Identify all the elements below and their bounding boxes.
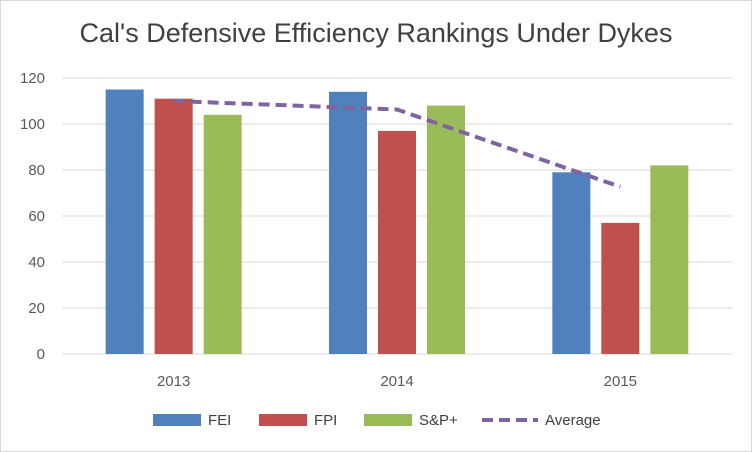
x-axis-ticks: 2013 2014 2015	[157, 373, 637, 390]
bar-fpi-2015	[601, 222, 640, 354]
y-tick-label: 0	[37, 346, 45, 363]
legend-label: FPI	[314, 412, 337, 429]
average-line	[173, 99, 621, 189]
y-tick-label: 100	[20, 116, 45, 133]
bar-sp-2015	[650, 165, 689, 354]
y-tick-label: 80	[28, 162, 45, 179]
average-line-group	[173, 99, 621, 189]
y-tick-label: 20	[28, 300, 45, 317]
x-tick-label: 2013	[157, 373, 190, 390]
x-tick-label: 2014	[380, 373, 413, 390]
y-tick-label: 40	[28, 254, 45, 271]
legend-swatch-fei	[153, 414, 201, 426]
legend-label: Average	[545, 412, 601, 429]
bar-fpi-2014	[378, 130, 416, 354]
bar-fpi-2013	[154, 98, 193, 354]
bar-sp-2014	[427, 105, 465, 354]
legend-label: S&P+	[419, 412, 458, 429]
legend: FEI FPI S&P+ Average	[153, 412, 601, 429]
bar-fei-2014	[329, 91, 367, 355]
y-tick-label: 60	[28, 208, 45, 225]
bar-sp-2013	[203, 114, 242, 354]
bars	[105, 89, 689, 355]
bar-fei-2013	[105, 89, 144, 354]
x-tick-label: 2015	[604, 373, 637, 390]
chart-title: Cal's Defensive Efficiency Rankings Unde…	[79, 18, 673, 48]
legend-swatch-sp	[364, 414, 412, 426]
legend-label: FEI	[208, 412, 231, 429]
legend-swatch-fpi	[259, 414, 307, 426]
y-tick-label: 120	[20, 70, 45, 87]
y-axis-ticks: 0 20 40 60 80 100 120	[20, 70, 45, 363]
bar-fei-2015	[552, 172, 591, 354]
